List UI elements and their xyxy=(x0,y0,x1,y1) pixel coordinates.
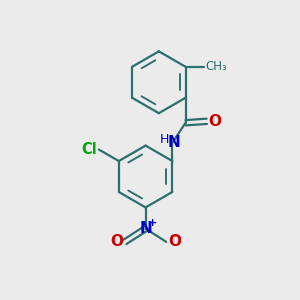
Text: N: N xyxy=(139,221,152,236)
Text: H: H xyxy=(160,133,169,146)
Text: CH₃: CH₃ xyxy=(205,60,227,73)
Text: +: + xyxy=(147,218,157,228)
Text: −: − xyxy=(170,230,180,242)
Text: O: O xyxy=(208,114,222,129)
Text: O: O xyxy=(168,234,181,249)
Text: Cl: Cl xyxy=(81,142,97,157)
Text: N: N xyxy=(167,135,180,150)
Text: O: O xyxy=(110,234,123,249)
